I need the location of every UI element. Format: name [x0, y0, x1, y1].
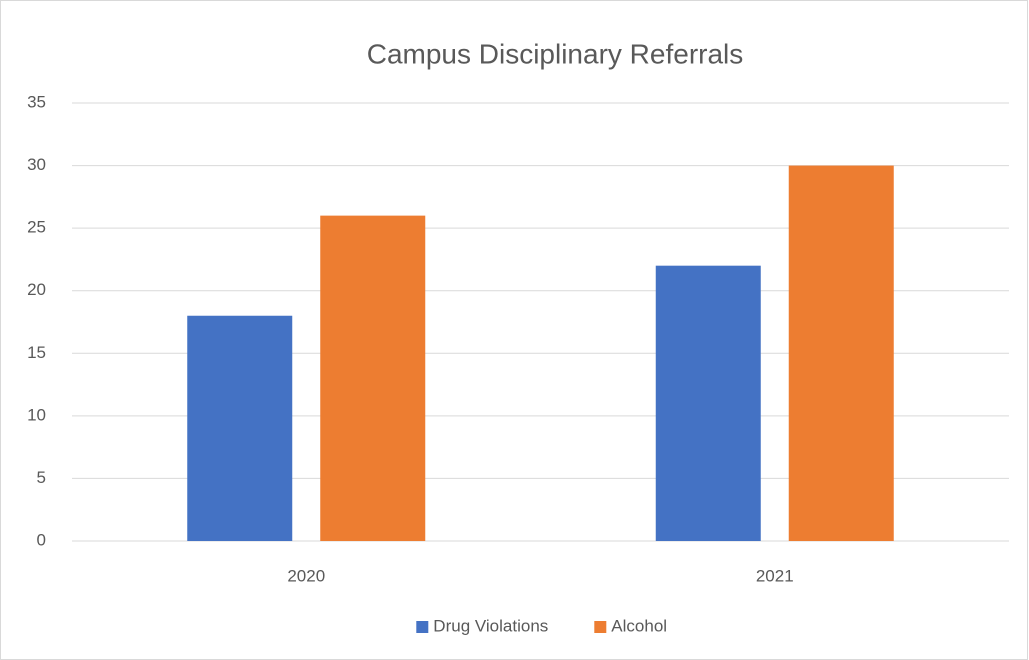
legend-swatch [416, 621, 429, 633]
bar [788, 165, 894, 542]
y-tick-label: 20 [27, 280, 46, 299]
y-tick-label: 35 [27, 92, 46, 111]
legend-label: Alcohol [611, 616, 667, 635]
legend-swatch [594, 621, 607, 633]
y-tick-label: 0 [37, 530, 46, 549]
legend-label: Drug Violations [433, 616, 548, 635]
bar [320, 215, 426, 541]
y-tick-label: 5 [37, 468, 46, 487]
bar [655, 265, 761, 541]
bar [187, 315, 293, 541]
y-tick-label: 15 [27, 343, 46, 362]
y-tick-label: 10 [27, 405, 46, 424]
x-tick-label: 2021 [756, 566, 794, 585]
y-tick-label: 25 [27, 218, 46, 237]
y-tick-label: 30 [27, 155, 46, 174]
chart-title: Campus Disciplinary Referrals [367, 38, 744, 69]
x-tick-label: 2020 [287, 566, 325, 585]
